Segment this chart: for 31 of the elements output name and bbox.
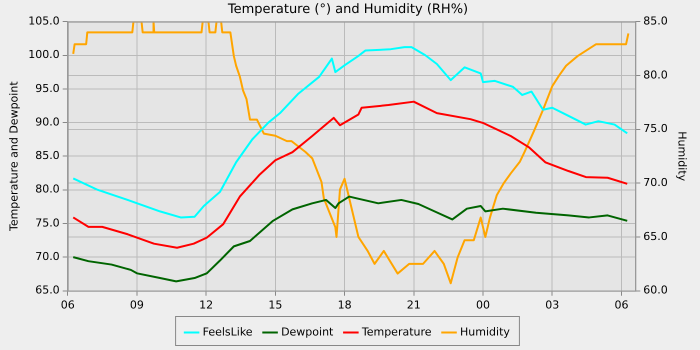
y2-tick-label: 85.0 — [643, 14, 668, 28]
x-tick-label: 03 — [545, 298, 560, 312]
y2-tick-label: 80.0 — [643, 68, 668, 82]
y2-axis-title: Humidity — [676, 131, 689, 182]
y-tick-label: 100.0 — [28, 48, 60, 62]
x-tick-label: 18 — [338, 298, 352, 312]
legend-label: Temperature — [360, 325, 432, 338]
y-tick-label: 80.0 — [35, 182, 60, 196]
y2-tick-label: 75.0 — [643, 122, 668, 136]
x-tick-label: 15 — [268, 298, 282, 312]
y-tick-label: 65.0 — [35, 284, 60, 297]
y-tick-label: 95.0 — [35, 82, 60, 95]
x-tick-label: 00 — [476, 298, 490, 312]
legend-label: Dewpoint — [281, 325, 334, 338]
x-tick-label: 09 — [130, 298, 144, 312]
x-tick-label: 06 — [60, 298, 75, 312]
y-axis-title: Temperature and Dewpoint — [7, 80, 20, 232]
legend-label: Humidity — [460, 325, 510, 338]
y-tick-label: 70.0 — [35, 250, 60, 264]
y2-tick-label: 60.0 — [643, 284, 668, 297]
x-tick-label: 21 — [406, 298, 421, 312]
y-tick-label: 90.0 — [35, 115, 60, 128]
y-tick-label: 105.0 — [28, 14, 60, 28]
x-tick-label: 12 — [199, 298, 214, 312]
y-tick-label: 75.0 — [35, 216, 60, 230]
y2-tick-label: 70.0 — [643, 176, 668, 189]
x-tick-label: 06 — [614, 298, 628, 312]
y2-tick-label: 65.0 — [643, 230, 668, 243]
legend-label: FeelsLike — [202, 325, 253, 338]
y-tick-label: 85.0 — [35, 149, 60, 162]
chart-title: Temperature (°) and Humidity (RH%) — [226, 2, 468, 18]
